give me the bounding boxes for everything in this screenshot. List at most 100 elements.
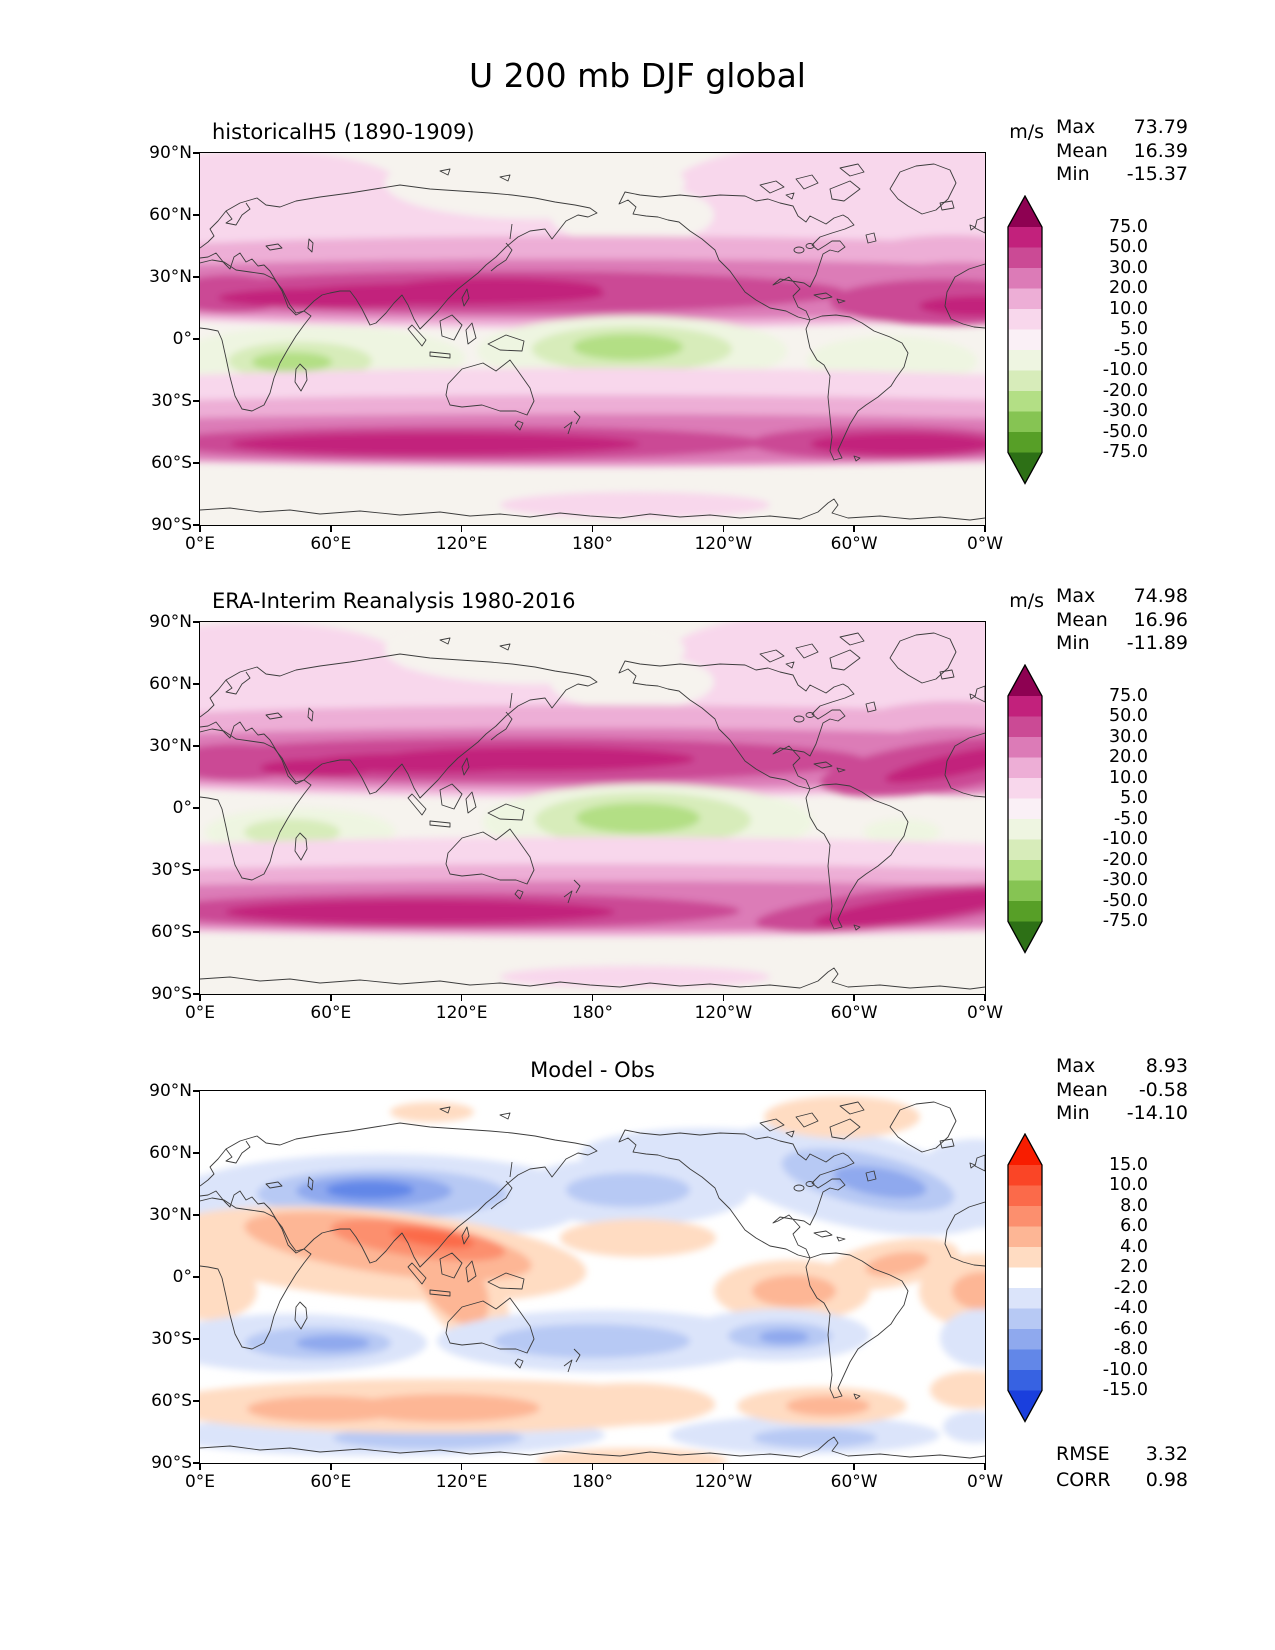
colorbar-tick-label: -5.0 [1113,339,1148,360]
map-panel-1 [199,152,986,526]
y-tick-label: 0° [172,329,192,349]
x-tick-label: 60°E [310,1472,352,1492]
stat-row: Min -15.37 [1056,163,1188,187]
y-tick-mark [193,683,199,685]
y-tick-label: 30°S [151,1329,192,1349]
y-tick-label: 30°N [149,267,192,287]
stat-row: Mean -0.58 [1056,1079,1188,1103]
x-tick-label: 60°E [310,1003,352,1023]
y-tick-mark [193,214,199,216]
x-tick-mark [591,1464,594,1470]
y-tick-mark [193,1214,199,1216]
x-tick-label: 0°E [184,1472,216,1492]
x-tick-mark [984,995,986,1001]
y-tick-mark [193,1152,199,1154]
stat-label: Mean [1056,139,1108,162]
colorbar-tick-label: 10.0 [1109,298,1148,319]
x-tick-mark [199,995,201,1001]
metric-value: 3.32 [1145,1443,1188,1465]
stat-row: Max 74.98 [1056,585,1188,609]
colorbar-tick-label: 30.0 [1109,726,1148,747]
stat-value: 73.79 [1133,116,1188,138]
colorbar-tick-label: -6.0 [1113,1318,1148,1339]
colorbar-tick-label: -10.0 [1102,360,1148,380]
colorbar-tick-label: -30.0 [1102,870,1148,890]
x-tick-mark [591,526,594,532]
stat-row: Mean 16.96 [1056,609,1188,633]
colorbar-tick-label: 20.0 [1109,747,1148,767]
y-tick-mark [193,1462,199,1464]
stat-value: 16.96 [1133,608,1188,631]
y-tick-mark [193,152,199,154]
panel-3-stats: Max 8.93 Mean -0.58 Min -14.10 [1056,1055,1188,1126]
y-tick-mark [193,1276,199,1278]
x-tick-label: 60°E [310,534,352,554]
y-tick-label: 30°N [149,736,192,756]
y-tick-label: 0° [172,1267,192,1287]
colorbar-tick-label: -75.0 [1102,911,1148,931]
colorbar-tick-label: -10.0 [1102,829,1148,849]
colorbar-tick-label: 10.0 [1109,1175,1148,1195]
x-tick-mark [853,995,855,1001]
panel-1-units-label: m/s [1009,121,1044,143]
colorbar-tick-label: -2.0 [1113,1277,1148,1298]
x-tick-label: 120°E [435,1472,488,1492]
x-tick-mark [199,526,201,532]
y-tick-label: 30°N [149,1205,192,1225]
x-tick-label: 120°E [435,1003,488,1023]
colorbar-tick-label: 30.0 [1109,257,1148,278]
y-tick-label: 90°S [151,984,192,1004]
x-tick-mark [460,995,463,1001]
y-tick-label: 90°N [149,612,192,632]
x-tick-label: 180° [572,1472,613,1492]
x-tick-mark [199,1464,201,1470]
x-tick-mark [853,1464,855,1470]
colorbar-tick-label: 20.0 [1109,278,1148,298]
y-tick-mark [193,400,199,402]
panel-2-units-label: m/s [1009,590,1044,612]
y-tick-label: 60°N [149,205,192,225]
y-tick-mark [193,524,199,526]
x-tick-label: 60°W [830,1472,878,1492]
x-tick-mark [460,526,463,532]
metric-row: RMSE 3.32 [1056,1441,1188,1467]
x-tick-mark [330,526,332,532]
stat-label: Max [1056,585,1096,607]
stat-row: Max 73.79 [1056,116,1188,140]
colorbar-tick-label: 4.0 [1120,1236,1148,1257]
x-tick-label: 0°W [966,534,1004,554]
y-tick-label: 90°S [151,515,192,535]
colorbar-tick-label: -15.0 [1102,1380,1148,1400]
colorbar [1007,194,1043,487]
colorbar-tick-label: -75.0 [1102,442,1148,462]
metric-row: CORR 0.98 [1056,1467,1188,1493]
colorbar-tick-label: -50.0 [1102,421,1148,442]
stat-value: -14.10 [1126,1102,1188,1124]
x-tick-mark [722,1464,725,1470]
stat-value: 74.98 [1133,585,1188,607]
colorbar-tick-label: -4.0 [1113,1298,1148,1318]
stat-label: Mean [1056,1078,1108,1101]
x-tick-label: 180° [572,1003,613,1023]
colorbar-tick-label: -30.0 [1102,401,1148,421]
x-tick-label: 120°W [694,534,753,554]
y-tick-mark [193,621,199,623]
map-field [200,1096,985,1463]
y-tick-mark [193,807,199,809]
colorbar-tick-label: 5.0 [1120,788,1148,808]
map-panel-2 [199,621,986,995]
colorbar-tick-label: -20.0 [1102,849,1148,870]
stat-value: -15.37 [1126,163,1188,185]
y-tick-label: 60°S [151,453,192,473]
panel-2-stats: Max 74.98 Mean 16.96 Min -11.89 [1056,585,1188,656]
y-tick-mark [193,869,199,871]
x-tick-mark [984,526,986,532]
x-tick-mark [722,526,725,532]
colorbar-tick-label: 2.0 [1120,1257,1148,1277]
x-tick-mark [853,526,855,532]
stat-label: Min [1056,632,1090,654]
stat-value: 16.39 [1133,139,1188,162]
figure-title: U 200 mb DJF global [469,56,806,95]
stat-row: Max 8.93 [1056,1055,1188,1079]
x-tick-label: 120°E [435,534,488,554]
